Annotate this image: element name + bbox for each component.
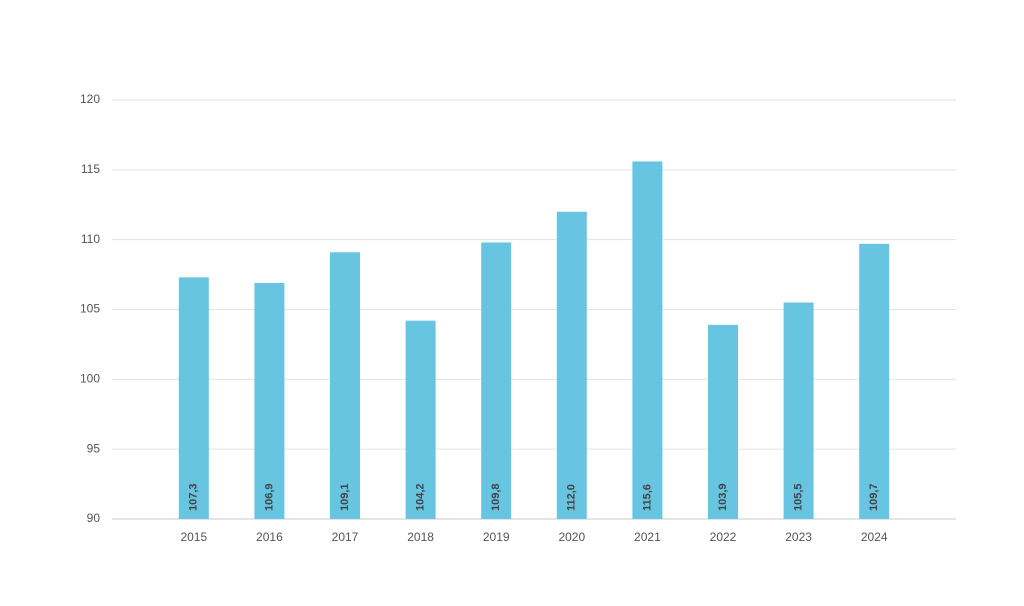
value-label: 109,8	[490, 483, 502, 511]
bar	[708, 324, 738, 519]
value-label: 104,2	[415, 483, 427, 511]
x-tick-label: 2018	[407, 530, 434, 544]
value-label: 109,7	[868, 483, 880, 511]
x-tick-label: 2016	[256, 530, 283, 544]
bar	[330, 252, 360, 519]
bar	[481, 242, 512, 519]
y-tick-label: 100	[80, 372, 100, 386]
x-tick-label: 2021	[634, 530, 661, 544]
y-tick-label: 105	[80, 302, 100, 316]
bar	[632, 161, 663, 519]
value-label: 106,9	[263, 483, 275, 511]
x-tick-label: 2017	[332, 530, 359, 544]
x-tick-label: 2023	[785, 530, 812, 544]
y-tick-label: 110	[81, 232, 100, 246]
y-tick-label: 115	[81, 162, 100, 176]
x-tick-label: 2019	[483, 530, 510, 544]
value-label: 103,9	[717, 483, 729, 511]
y-tick-label: 90	[87, 511, 101, 525]
bar	[783, 302, 814, 519]
bar	[405, 320, 436, 519]
value-label: 107,3	[188, 483, 200, 511]
x-tick-label: 2022	[710, 530, 737, 544]
x-tick-label: 2015	[180, 530, 207, 544]
y-tick-label: 95	[87, 441, 101, 455]
y-tick-label: 120	[80, 92, 100, 106]
value-label: 105,5	[793, 483, 805, 511]
value-label: 109,1	[339, 483, 351, 511]
bar	[556, 211, 587, 519]
x-tick-label: 2024	[861, 530, 888, 544]
value-label: 112,0	[566, 484, 578, 511]
x-tick-label: 2020	[558, 530, 585, 544]
value-label: 115,6	[641, 484, 653, 511]
bar	[178, 277, 209, 519]
bar	[859, 243, 890, 519]
bar	[254, 282, 285, 519]
